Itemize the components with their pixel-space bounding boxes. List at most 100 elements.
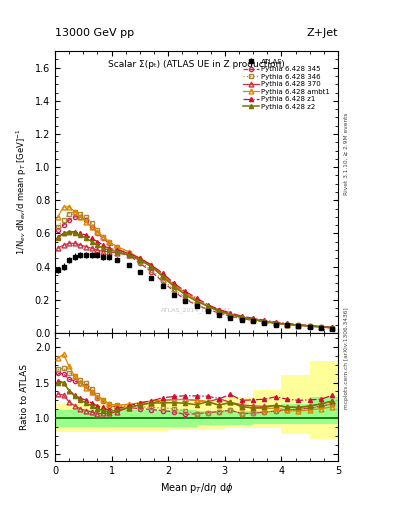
Pythia 6.428 346 [126, 250, 131, 257]
Y-axis label: 1/N$_{ev}$ dN$_{ev}$/d mean p$_T$ [GeV]$^{-1}$: 1/N$_{ev}$ dN$_{ev}$/d mean p$_T$ [GeV]$… [15, 129, 29, 255]
Pythia 6.428 345 [183, 296, 187, 303]
Pythia 6.428 345 [274, 321, 278, 327]
Pythia 6.428 346 [228, 313, 233, 319]
Pythia 6.428 370 [319, 324, 323, 330]
Pythia 6.428 z2 [183, 292, 187, 298]
Pythia 6.428 z1 [330, 324, 335, 330]
Pythia 6.428 370 [296, 322, 301, 328]
Pythia 6.428 345 [296, 322, 301, 328]
Pythia 6.428 370 [115, 250, 119, 257]
Pythia 6.428 ambt1 [149, 262, 154, 268]
Pythia 6.428 z2 [55, 236, 60, 242]
Pythia 6.428 346 [90, 220, 94, 226]
Pythia 6.428 ambt1 [84, 219, 88, 225]
Text: 13000 GeV pp: 13000 GeV pp [55, 28, 134, 38]
Pythia 6.428 345 [101, 236, 105, 242]
Pythia 6.428 z2 [61, 230, 66, 237]
Pythia 6.428 346 [138, 259, 142, 265]
Pythia 6.428 z2 [101, 245, 105, 251]
Pythia 6.428 370 [330, 325, 335, 331]
Pythia 6.428 370 [84, 244, 88, 250]
Pythia 6.428 345 [90, 224, 94, 230]
Pythia 6.428 346 [217, 310, 222, 316]
Pythia 6.428 ambt1 [330, 325, 335, 331]
Pythia 6.428 346 [262, 319, 267, 325]
Pythia 6.428 346 [274, 321, 278, 327]
Pythia 6.428 ambt1 [251, 316, 255, 323]
Pythia 6.428 z2 [194, 298, 199, 305]
Pythia 6.428 z2 [251, 316, 255, 323]
Pythia 6.428 z1 [84, 232, 88, 238]
Text: Z+Jet: Z+Jet [307, 28, 338, 38]
Pythia 6.428 z1 [78, 230, 83, 237]
Pythia 6.428 345 [95, 230, 100, 237]
Text: mcplots.cern.ch [arXiv:1306.3436]: mcplots.cern.ch [arXiv:1306.3436] [344, 308, 349, 409]
Pythia 6.428 346 [307, 323, 312, 329]
Pythia 6.428 ambt1 [262, 318, 267, 325]
Pythia 6.428 z2 [72, 230, 77, 237]
Pythia 6.428 346 [61, 217, 66, 223]
Pythia 6.428 370 [61, 242, 66, 248]
Pythia 6.428 346 [107, 239, 111, 245]
Pythia 6.428 345 [307, 323, 312, 329]
Pythia 6.428 z1 [274, 319, 278, 325]
Pythia 6.428 345 [160, 279, 165, 285]
Pythia 6.428 370 [217, 307, 222, 313]
Pythia 6.428 346 [149, 267, 154, 273]
Pythia 6.428 ambt1 [72, 209, 77, 215]
Y-axis label: Ratio to ATLAS: Ratio to ATLAS [20, 364, 29, 430]
Pythia 6.428 345 [330, 325, 335, 331]
Pythia 6.428 z2 [67, 229, 72, 235]
Pythia 6.428 ambt1 [95, 229, 100, 235]
Pythia 6.428 345 [228, 313, 233, 319]
Pythia 6.428 ambt1 [160, 272, 165, 278]
Pythia 6.428 z2 [78, 232, 83, 238]
Pythia 6.428 z1 [285, 321, 289, 327]
Pythia 6.428 370 [138, 257, 142, 263]
Pythia 6.428 345 [126, 252, 131, 258]
Pythia 6.428 z1 [95, 239, 100, 245]
Pythia 6.428 z2 [296, 322, 301, 328]
Pythia 6.428 z2 [84, 236, 88, 242]
Pythia 6.428 370 [149, 264, 154, 270]
Text: Rivet 3.1.10, ≥ 2.9M events: Rivet 3.1.10, ≥ 2.9M events [344, 112, 349, 195]
Pythia 6.428 345 [149, 268, 154, 274]
Pythia 6.428 z1 [251, 315, 255, 322]
Pythia 6.428 z1 [183, 288, 187, 294]
Legend: ATLAS, Pythia 6.428 345, Pythia 6.428 346, Pythia 6.428 370, Pythia 6.428 ambt1,: ATLAS, Pythia 6.428 345, Pythia 6.428 34… [242, 57, 332, 111]
Pythia 6.428 ambt1 [228, 311, 233, 317]
Pythia 6.428 345 [262, 319, 267, 325]
Pythia 6.428 z1 [160, 270, 165, 276]
Text: Scalar Σ(pₜ) (ATLAS UE in Z production): Scalar Σ(pₜ) (ATLAS UE in Z production) [108, 60, 285, 69]
Pythia 6.428 370 [126, 252, 131, 258]
Line: Pythia 6.428 346: Pythia 6.428 346 [56, 210, 334, 330]
Pythia 6.428 z1 [67, 229, 72, 235]
Pythia 6.428 370 [171, 282, 176, 288]
Pythia 6.428 z1 [228, 310, 233, 316]
Line: Pythia 6.428 ambt1: Pythia 6.428 ambt1 [55, 204, 335, 330]
Pythia 6.428 ambt1 [183, 290, 187, 296]
Pythia 6.428 370 [285, 321, 289, 327]
Pythia 6.428 z2 [160, 273, 165, 280]
Pythia 6.428 346 [115, 244, 119, 250]
Pythia 6.428 346 [55, 224, 60, 230]
Pythia 6.428 ambt1 [67, 204, 72, 210]
Pythia 6.428 z1 [307, 323, 312, 329]
Pythia 6.428 z1 [319, 324, 323, 330]
Pythia 6.428 346 [330, 325, 335, 331]
Pythia 6.428 ambt1 [107, 239, 111, 245]
Pythia 6.428 345 [138, 260, 142, 266]
Pythia 6.428 370 [55, 245, 60, 251]
Pythia 6.428 346 [285, 322, 289, 328]
Pythia 6.428 370 [194, 296, 199, 303]
Pythia 6.428 345 [217, 310, 222, 316]
Pythia 6.428 ambt1 [206, 303, 210, 309]
Pythia 6.428 345 [61, 222, 66, 228]
Pythia 6.428 ambt1 [296, 323, 301, 329]
Pythia 6.428 346 [84, 214, 88, 220]
Pythia 6.428 z2 [319, 324, 323, 330]
Pythia 6.428 370 [90, 245, 94, 251]
Pythia 6.428 ambt1 [126, 248, 131, 254]
Pythia 6.428 z2 [90, 239, 94, 245]
Pythia 6.428 ambt1 [61, 204, 66, 210]
